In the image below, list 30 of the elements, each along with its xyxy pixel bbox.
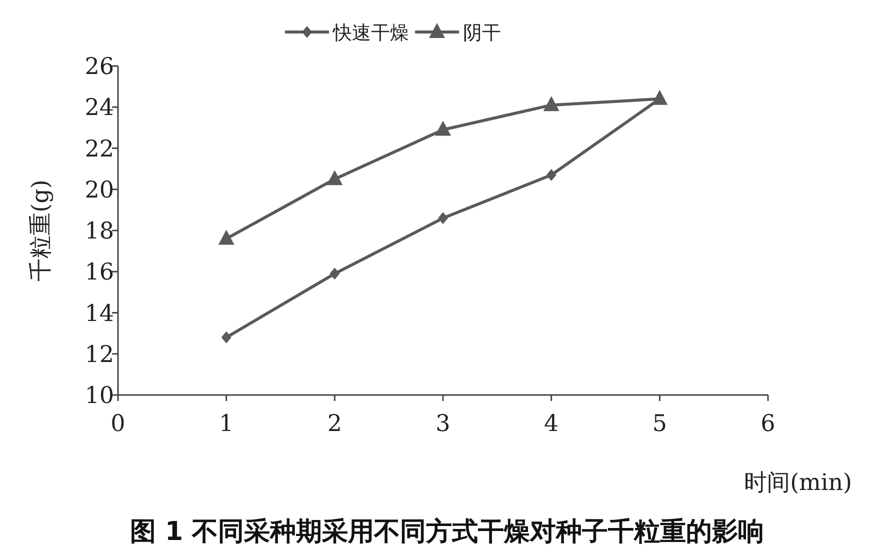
y-tick-label: 10	[84, 383, 114, 409]
x-tick-label: 4	[544, 411, 559, 437]
y-tick-label: 20	[84, 177, 114, 204]
text: 图 1 不同采种期采用不同方式干燥对种子千粒重的影响	[130, 517, 764, 547]
y-tick-label: 14	[84, 300, 114, 327]
x-tick-label: 6	[760, 411, 776, 437]
x-axis-title: 时间(min)	[744, 470, 852, 496]
y-tick-label: 22	[84, 136, 114, 162]
point	[543, 96, 560, 112]
point	[435, 120, 451, 136]
legend-label: 阴干	[463, 22, 501, 44]
point	[326, 170, 343, 186]
point	[438, 212, 448, 224]
y-tick-label: 12	[84, 342, 114, 368]
point	[652, 90, 668, 105]
x-tick-label: 1	[219, 411, 234, 437]
y-tick-label: 26	[84, 54, 114, 80]
y-axis-title: 千粒重(g)	[28, 180, 54, 282]
point	[218, 230, 234, 245]
point	[546, 168, 556, 181]
y-tick-label: 24	[84, 95, 114, 122]
legend-label: 快速干燥	[332, 22, 409, 44]
x-tick-label: 2	[327, 411, 342, 437]
y-tick-label: 18	[84, 218, 114, 244]
x-tick-label: 3	[436, 411, 450, 437]
point	[330, 268, 340, 280]
y-tick-label: 16	[84, 260, 114, 286]
point	[221, 331, 232, 344]
x-tick-label: 5	[652, 411, 667, 437]
x-tick-label: 0	[110, 411, 126, 437]
